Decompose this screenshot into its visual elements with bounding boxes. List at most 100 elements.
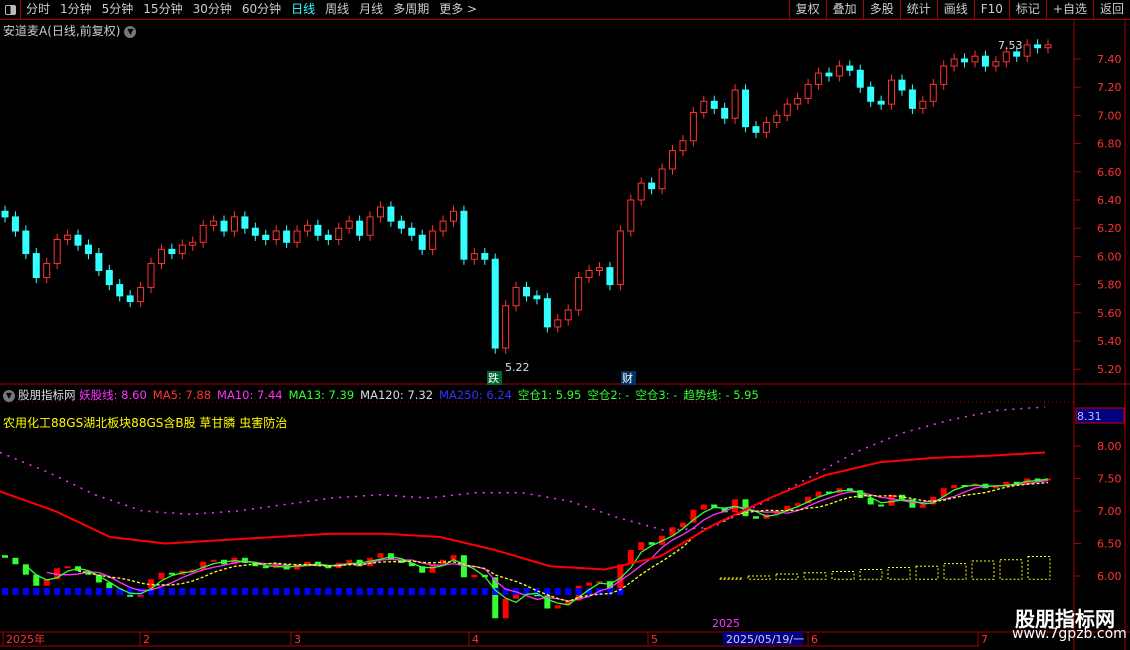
price-tick-label: 6.40 <box>1097 194 1122 207</box>
layout-toggle-icon[interactable] <box>0 0 21 19</box>
ma250-bar <box>221 588 228 595</box>
indicator-candle <box>210 559 217 562</box>
period-tab[interactable]: 60分钟 <box>241 2 282 16</box>
stock-title[interactable]: 安道麦A(日线,前复权) ▼ <box>3 22 137 39</box>
indicator-candle <box>346 559 353 563</box>
indicator-name[interactable]: 股朋指标网 <box>18 388 76 402</box>
candle <box>846 65 854 71</box>
candle <box>126 295 134 303</box>
candle <box>262 234 270 240</box>
ma10-line <box>46 479 1049 602</box>
indicator-candle <box>471 574 478 578</box>
period-tab[interactable]: 日线 <box>291 2 316 16</box>
indicator-candle <box>565 600 572 606</box>
candle <box>825 72 833 77</box>
candle <box>710 100 718 109</box>
indicator-candle <box>805 496 812 504</box>
ma250-bar <box>502 588 509 595</box>
toolbar-button[interactable]: 统计 <box>899 0 937 19</box>
indicator-candle <box>544 595 551 609</box>
ma250-bar <box>137 588 144 595</box>
candle <box>387 206 395 222</box>
date-label: 4 <box>472 633 479 646</box>
indicator-candle <box>429 564 436 573</box>
cursor-date: 2025/05/19/一 <box>726 633 804 646</box>
period-tab[interactable]: 5分钟 <box>101 2 134 16</box>
candle <box>564 309 572 321</box>
ma250-bar <box>440 588 447 595</box>
candle <box>22 230 30 255</box>
indicator-value: MA250: 6.24 <box>439 388 512 402</box>
candle <box>543 298 551 328</box>
candle <box>669 150 677 170</box>
candle <box>627 199 635 232</box>
signal-box <box>621 371 636 385</box>
period-tab[interactable]: 分时 <box>26 2 51 16</box>
ma250-bar <box>189 588 196 595</box>
indicator-tick-label: 6.50 <box>1097 538 1122 551</box>
chevron-down-icon[interactable]: ▼ <box>124 25 137 38</box>
candle <box>742 89 750 128</box>
period-tab[interactable]: 多周期 <box>393 2 430 16</box>
date-label: 7 <box>981 633 988 646</box>
candle <box>1023 44 1031 57</box>
bottom-bar <box>971 560 995 580</box>
toolbar-button[interactable]: 画线 <box>936 0 974 19</box>
sector-label: 农用化工88GS湖北板块88GS含B股 草甘膦 虫害防治 <box>3 416 288 430</box>
ma250-bar <box>398 588 405 595</box>
period-tab[interactable]: 1分钟 <box>60 2 92 16</box>
toolbar-button[interactable]: +自选 <box>1045 0 1093 19</box>
indicator-candle <box>617 564 624 589</box>
date-label: 5 <box>651 633 658 646</box>
period-tab[interactable]: 30分钟 <box>192 2 232 16</box>
bottom-bar <box>859 569 883 580</box>
period-tab[interactable]: 月线 <box>359 2 384 16</box>
candle <box>981 55 989 67</box>
candle <box>835 65 843 77</box>
ma250-bar <box>106 588 113 595</box>
high-price-label: 7.53 <box>998 39 1023 52</box>
indicator-candle <box>106 582 113 589</box>
candle <box>856 69 864 88</box>
candle <box>293 230 301 243</box>
toolbar-button[interactable]: 返回 <box>1092 0 1130 19</box>
indicator-candle <box>377 553 384 558</box>
candle <box>439 220 447 232</box>
indicator-value: 趋势线: - 5.95 <box>683 388 759 402</box>
price-tick-label: 7.00 <box>1097 109 1122 122</box>
period-tab[interactable]: 周线 <box>325 2 350 16</box>
period-tab[interactable]: 更多 > <box>439 2 478 16</box>
toolbar-button[interactable]: 叠加 <box>825 0 863 19</box>
indicator-candle <box>857 490 864 498</box>
candle <box>356 220 364 236</box>
indicator-candle <box>325 566 332 569</box>
toolbar-button[interactable]: 复权 <box>788 0 826 19</box>
ma250-bar <box>75 588 82 595</box>
ma250-bar <box>533 588 540 595</box>
trend-line <box>77 481 1049 603</box>
ma-long-line <box>0 451 1046 571</box>
indicator-candle <box>784 505 791 511</box>
candle <box>105 270 113 286</box>
indicator-candle <box>596 581 603 584</box>
current-value-box <box>1075 407 1125 424</box>
watermark-name: 股朋指标网 <box>1015 607 1115 631</box>
candle <box>523 286 530 297</box>
ma250-bar <box>200 588 207 595</box>
indicator-candle <box>33 574 40 586</box>
toolbar-button[interactable]: F10 <box>973 0 1009 19</box>
price-tick-label: 5.40 <box>1097 335 1122 348</box>
toolbar-button[interactable]: 多股 <box>862 0 900 19</box>
candle <box>11 216 19 232</box>
toolbar-button[interactable]: 标记 <box>1008 0 1046 19</box>
ma250-bar <box>85 588 92 595</box>
bottom-bar <box>915 565 939 580</box>
period-tab[interactable]: 15分钟 <box>143 2 183 16</box>
candle <box>32 253 40 279</box>
indicator-candle <box>398 559 405 563</box>
candle <box>210 220 218 226</box>
chevron-down-icon[interactable]: ▼ <box>3 389 15 402</box>
candle <box>502 305 510 349</box>
ma250-bar <box>387 588 394 595</box>
